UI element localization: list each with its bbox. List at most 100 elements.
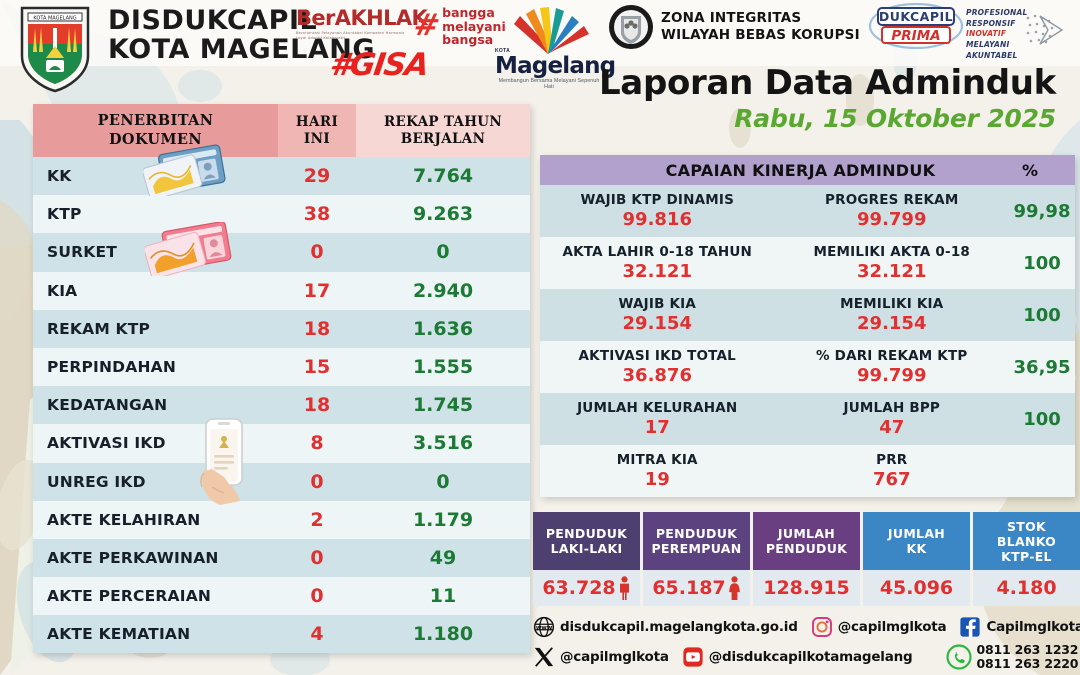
capaian-left-0: WAJIB KTP DINAMIS 99.816 [580,191,735,230]
row-label-0: KK [47,167,72,186]
col-header-today-l2: INI [303,130,331,147]
prima-value-2: INOVATIF [966,29,1007,39]
population-header-0: PENDUDUK LAKI-LAKI [533,512,640,570]
population-value-0: 63.728 [533,570,640,606]
capaian-title: CAPAIAN KINERJA ADMINDUK [665,160,936,180]
row-year-9: 1.179 [412,508,474,531]
table-row: AKTE PERCERAIAN 0 11 [33,577,530,616]
col-header-document: PENERBITAN DOKUMEN [33,104,278,157]
document-issuance-table: PENERBITAN DOKUMEN HARI INI REKAP TAHUN … [33,104,530,654]
berakhlak-logo: BerAKHLAK Berorientasi Pelayanan Akuntab… [296,8,428,42]
website-text[interactable]: disdukcapil.magelangkota.go.id [560,619,798,635]
facebook-icon[interactable] [959,616,981,638]
row-label-7: AKTIVASI IKD [47,434,166,453]
row-today-6: 18 [303,394,331,417]
zona-integritas-logo: ZONA INTEGRITAS WILAYAH BEBAS KORUPSI [608,4,860,50]
row-label-1: KTP [47,205,82,224]
row-label-8: UNREG IKD [47,472,146,491]
pop-number-1: 65.187 [652,577,726,599]
youtube-icon[interactable] [682,646,704,668]
table-row: KTP 38 9.263 [33,195,530,234]
youtube-handle[interactable]: @disdukcapilkotamagelang [708,649,913,665]
capaian-percent-2: 100 [1023,304,1061,326]
x-twitter-icon[interactable] [533,646,555,668]
row-label-2: SURKET [47,243,118,262]
berakhlak-subtext: Berorientasi Pelayanan Akuntabel Kompete… [296,31,405,41]
row-label-4: REKAM KTP [47,319,151,338]
pop-label-l1-2: JUMLAH [777,526,836,541]
pop-label-l1-0: PENDUDUK [545,526,628,541]
row-label-6: KEDATANGAN [47,396,168,415]
whatsapp-icon[interactable] [945,644,972,670]
row-year-2: 0 [436,241,450,264]
capaian-percent-0: 99,98 [1013,200,1071,222]
col-header-today: HARI INI [278,104,356,157]
row-label-5: PERPINDAHAN [47,358,176,377]
population-header-2: JUMLAH PENDUDUK [753,512,860,570]
population-column: JUMLAH PENDUDUK 128.915 [753,512,860,606]
table-row: PERPINDAHAN 15 1.555 [33,347,530,387]
row-label-9: AKTE KELAHIRAN [47,510,201,529]
page-header: KOTA MAGELANG DISDUKCAPIL KOTA MAGELANG … [0,0,1080,133]
capaian-percent-header: % [1021,160,1039,180]
pop-label-l2-4: BLANKO [996,533,1057,549]
capaian-row: MITRA KIA 19 PRR 767 [540,445,1075,497]
page-title: Laporan Data Adminduk [598,63,1056,103]
report-date: Rabu, 15 Oktober 2025 [734,104,1056,133]
capaian-left-5: MITRA KIA 19 [616,451,698,490]
population-header-4: STOK BLANKO KTP-EL [973,512,1080,570]
table-body: KK 29 7.764 KTP 38 9.263 SURKET 0 0 KIA 17 2.940 REK… [33,157,530,654]
pop-label-l3-4: KTP-EL [1001,548,1052,564]
brand-line-2: KOTA MAGELANG [108,34,376,66]
population-column: PENDUDUK LAKI-LAKI 63.728 [533,512,640,606]
pop-label-l2-2: PENDUDUK [765,541,848,556]
row-year-11: 11 [429,585,457,608]
zona-integritas-text: ZONA INTEGRITAS WILAYAH BEBAS KORUPSI [661,10,860,44]
performance-achievement-panel: CAPAIAN KINERJA ADMINDUK % WAJIB KTP DIN… [540,155,1075,497]
whatsapp-number-2[interactable]: 0811 263 2220 [976,656,1079,671]
table-row: AKTE KEMATIAN 4 1.180 [33,615,530,654]
zona-integritas-seal-icon [609,5,653,49]
capaian-left-3: AKTIVASI IKD TOTAL 36.876 [578,347,736,386]
magelang-kota-label: KOTA [495,48,510,54]
row-today-3: 17 [303,279,331,302]
whatsapp-number-1[interactable]: 0811 263 1232 [976,641,1079,657]
capaian-right-4: JUMLAH BPP 47 [843,399,941,438]
pop-number-2: 128.915 [763,577,850,599]
capaian-percent-1: 100 [1023,252,1061,274]
capaian-body: WAJIB KTP DINAMIS 99.816 PROGRES REKAM 99.7… [540,185,1075,497]
capaian-row: AKTA LAHIR 0-18 TAHUN 32.121 MEMILIKI AKTA… [540,237,1075,289]
col-header-year: REKAP TAHUN BERJALAN [356,104,530,157]
pop-label-l2-1: PEREMPUAN [651,541,742,556]
capaian-right-5: PRR 767 [872,451,911,490]
capaian-percent-4: 100 [1023,408,1061,430]
pop-number-0: 63.728 [542,577,616,599]
col-header-document-l1: PENERBITAN [97,112,214,130]
capaian-row: JUMLAH KELURAHAN 17 JUMLAH BPP 47 100 [540,393,1075,445]
row-year-5: 1.555 [412,356,474,379]
zona-line-1: ZONA INTEGRITAS [661,10,802,27]
row-year-7: 3.516 [412,432,474,455]
table-row: AKTE PERKAWINAN 0 49 [33,538,530,578]
whatsapp-numbers[interactable]: 0811 263 1232 0811 263 2220 [976,641,1079,672]
instagram-handle[interactable]: @capilmglkota [837,619,947,635]
prima-value-0: PROFESIONAL [966,8,1028,17]
population-value-1: 65.187 [643,570,750,606]
bangga-words: bangga melayani bangsa [442,6,506,47]
bangga-melayani-bangsa-logo: # bangga melayani bangsa [410,6,506,47]
population-column: STOK BLANKO KTP-EL 4.180 [973,512,1080,606]
population-value-4: 4.180 [973,570,1080,606]
prima-values-list: PROFESIONAL RESPONSIF INOVATIF MELAYANI … [966,8,1028,61]
table-row: REKAM KTP 18 1.636 [33,309,530,348]
twitter-handle[interactable]: @capilmglkota [560,649,669,665]
instagram-icon[interactable] [811,616,833,638]
female-figure-icon [728,576,740,600]
row-today-7: 8 [310,432,324,455]
globe-www-icon: www [533,616,555,638]
hash-icon: # [410,8,443,44]
capaian-right-2: MEMILIKI KIA 29.154 [840,295,944,334]
kota-magelang-crest-icon: KOTA MAGELANG [20,6,90,93]
capaian-row: WAJIB KTP DINAMIS 99.816 PROGRES REKAM 99.7… [540,185,1075,237]
row-label-12: AKTE KEMATIAN [47,625,191,644]
facebook-handle[interactable]: Capilmglkota [986,619,1080,635]
